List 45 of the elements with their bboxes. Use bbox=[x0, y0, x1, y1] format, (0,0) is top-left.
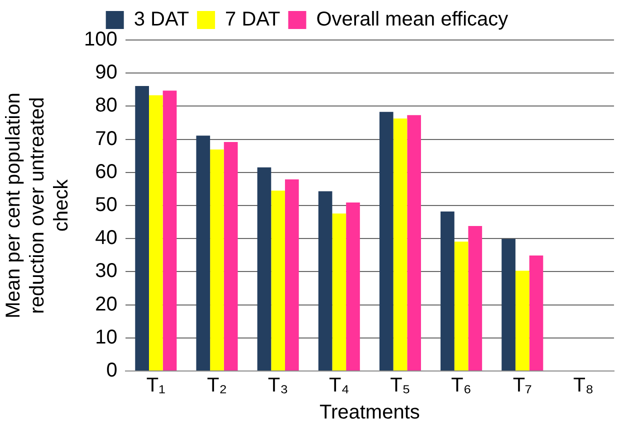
x-tick-label: T₂ bbox=[206, 374, 227, 397]
bar bbox=[257, 167, 272, 370]
bar bbox=[284, 179, 299, 370]
y-tick-label: 80 bbox=[95, 94, 118, 117]
x-tick-label: T₁ bbox=[146, 374, 166, 397]
bar bbox=[454, 242, 468, 370]
bar bbox=[135, 86, 149, 370]
bar bbox=[148, 95, 163, 370]
legend-label: Overall mean efficacy bbox=[316, 8, 508, 31]
y-tick-label: 30 bbox=[95, 260, 118, 282]
bar bbox=[393, 118, 408, 370]
y-tick-label: 70 bbox=[95, 128, 118, 150]
legend-label: 3 DAT bbox=[134, 8, 190, 31]
bar bbox=[332, 213, 346, 370]
y-tick-label: 0 bbox=[106, 360, 118, 382]
bar bbox=[502, 238, 516, 370]
bar bbox=[529, 255, 544, 370]
x-tick-label: T₈ bbox=[573, 374, 594, 397]
bar bbox=[515, 270, 530, 370]
y-tick-label: 10 bbox=[95, 326, 118, 348]
y-tick-label: 90 bbox=[95, 62, 118, 84]
y-tick-label: 60 bbox=[95, 160, 118, 183]
y-tick-label: 40 bbox=[95, 227, 118, 250]
bar bbox=[407, 115, 421, 370]
bar bbox=[318, 191, 332, 370]
bar bbox=[224, 142, 238, 370]
bar bbox=[162, 90, 177, 370]
x-tick-label: T₇ bbox=[512, 374, 532, 397]
y-axis-title: Mean per cent population reduction over untreated check bbox=[2, 92, 73, 318]
x-axis-title: Treatments bbox=[319, 402, 420, 424]
bar bbox=[468, 226, 482, 370]
bar bbox=[210, 150, 224, 370]
bar bbox=[346, 202, 360, 370]
x-tick-label: T₄ bbox=[328, 374, 350, 397]
x-tick-label: T₅ bbox=[390, 374, 410, 397]
legend-label: 7 DAT bbox=[225, 8, 280, 31]
y-tick-label: 20 bbox=[95, 293, 118, 316]
x-tick-label: T₃ bbox=[268, 374, 288, 397]
bar bbox=[271, 190, 285, 370]
bar bbox=[379, 112, 394, 370]
x-tick-label: T₆ bbox=[451, 374, 472, 397]
bar bbox=[196, 136, 210, 370]
bar bbox=[440, 211, 454, 370]
y-tick-label: 50 bbox=[95, 194, 118, 216]
y-tick-label: 100 bbox=[84, 28, 118, 51]
